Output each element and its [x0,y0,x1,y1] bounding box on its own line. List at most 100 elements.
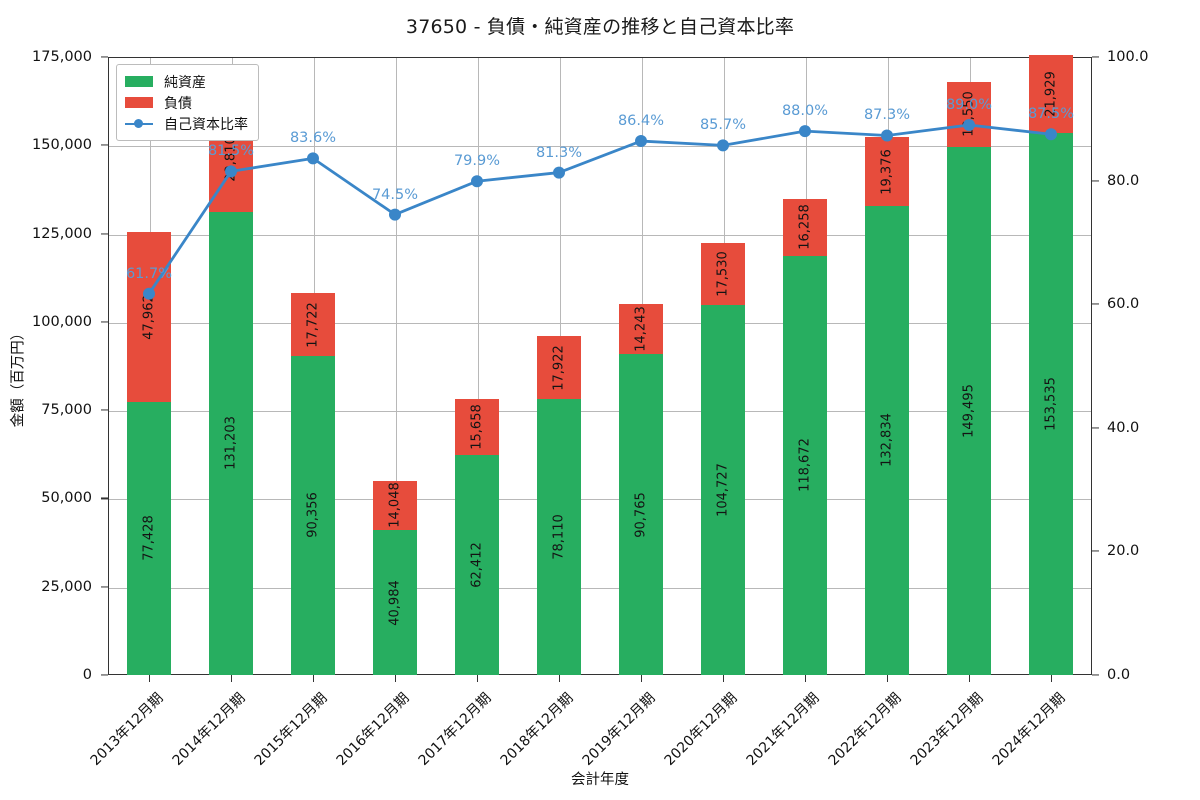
legend-item-label: 負債 [164,95,192,112]
bar-value-label: 14,243 [633,306,649,353]
legend-item[interactable]: 純資産 [125,71,248,92]
bar-segment-liabilities[interactable]: 17,722 [290,293,336,356]
bar-value-label: 21,929 [1043,71,1059,117]
x-axis-tick [1051,675,1053,682]
x-axis-tick [477,675,479,682]
y-axis-tick-left [101,56,108,58]
x-axis-tick-label: 2024年12月期 [989,690,1069,769]
gridline-horizontal [109,587,1091,589]
x-axis-tick [887,675,889,682]
x-axis-tick [395,675,397,682]
bar-segment-net-assets[interactable]: 118,672 [782,255,828,675]
x-axis-tick [149,675,151,682]
bar-segment-net-assets[interactable]: 90,765 [618,354,664,675]
bar-value-label: 90,765 [633,491,649,538]
bar-value-label: 90,356 [305,492,321,539]
bar-segment-liabilities[interactable]: 16,258 [782,198,828,256]
y-axis-tick-left [101,586,108,588]
bar-value-label: 40,984 [387,579,403,626]
bar-value-label: 118,672 [797,438,813,493]
bar-value-label: 47,962 [141,294,157,340]
bar-segment-liabilities[interactable]: 21,929 [1028,55,1074,133]
bar-segment-net-assets[interactable]: 90,356 [290,355,336,675]
bar-value-label: 149,495 [961,384,977,438]
x-axis-tick-label: 2013年12月期 [87,690,167,769]
bar-segment-net-assets[interactable]: 153,535 [1028,132,1074,675]
y-axis-tick-right [1092,56,1099,58]
bar-value-label: 104,727 [715,463,731,517]
bar-segment-net-assets[interactable]: 104,727 [700,305,746,675]
x-axis-tick-label: 2014年12月期 [169,690,249,769]
gridline-vertical [478,58,479,674]
x-axis-tick-label: 2018年12月期 [497,690,577,769]
x-axis-tick [723,675,725,682]
gridline-horizontal [109,499,1091,501]
bar-value-label: 29,810 [223,136,239,182]
legend-item[interactable]: 負債 [125,92,248,113]
y-axis-tick-left [101,144,108,146]
x-axis-tick [969,675,971,682]
legend-line-marker-icon [125,117,153,131]
bar-value-label: 17,530 [715,251,731,297]
bar-value-label: 153,535 [1043,377,1059,431]
y-axis-tick-right [1092,180,1099,182]
bar-value-label: 18,550 [961,91,977,138]
x-axis-tick [231,675,233,682]
y-axis-tick-right [1092,303,1099,305]
y-axis-tick-left [101,321,108,323]
bar-segment-net-assets[interactable]: 77,428 [126,401,172,675]
x-axis-tick-label: 2016年12月期 [333,690,413,769]
bar-value-label: 16,258 [797,204,813,250]
y-axis-tick-label-left: 25,000 [41,578,92,595]
y-axis-tick-left [101,233,108,235]
legend-item[interactable]: 自己資本比率 [125,113,248,134]
x-axis-tick-label: 2019年12月期 [579,690,659,769]
y-axis-tick-label-left: 150,000 [32,137,92,154]
gridline-horizontal [109,146,1091,148]
y-axis-tick-label-left: 50,000 [41,490,92,507]
chart-legend: 純資産負債自己資本比率 [116,64,259,141]
gridline-horizontal [109,411,1091,413]
y-axis-tick-label-left: 0 [82,667,92,683]
bar-segment-liabilities[interactable]: 17,922 [536,335,582,400]
y-axis-tick-right [1092,427,1099,429]
bar-segment-net-assets[interactable]: 132,834 [864,205,910,675]
bar-segment-net-assets[interactable]: 149,495 [946,147,992,675]
bar-value-label: 14,048 [387,482,403,529]
y-axis-tick-label-right: 0.0 [1107,667,1131,683]
bar-segment-net-assets[interactable]: 131,203 [208,211,254,675]
x-axis-tick-label: 2021年12月期 [743,690,823,769]
bar-segment-liabilities[interactable]: 14,048 [372,480,418,531]
bar-value-label: 17,722 [305,301,321,348]
x-axis-tick [559,675,561,682]
x-axis-tick [313,675,315,682]
y-axis-tick-label-right: 60.0 [1107,296,1140,313]
x-axis-tick [805,675,807,682]
bar-segment-liabilities[interactable]: 17,530 [700,243,746,306]
bar-segment-liabilities[interactable]: 18,550 [946,81,992,148]
bar-segment-net-assets[interactable]: 78,110 [536,399,582,675]
x-axis-tick-label: 2022年12月期 [825,690,905,769]
bar-segment-net-assets[interactable]: 62,412 [454,454,500,675]
x-axis-tick-label: 2017年12月期 [415,690,495,769]
gridline-vertical [396,58,397,674]
legend-item-label: 自己資本比率 [164,116,248,133]
y-axis-tick-label-right: 80.0 [1107,172,1140,189]
bar-value-label: 19,376 [879,148,895,195]
bar-segment-liabilities[interactable]: 47,962 [126,232,172,402]
bar-value-label: 77,428 [141,515,157,562]
gridline-horizontal [109,234,1091,236]
bar-segment-liabilities[interactable]: 15,658 [454,399,500,455]
y-axis-tick-label-left: 100,000 [32,313,92,330]
y-axis-tick-left [101,409,108,411]
x-axis-label: 会計年度 [571,772,629,788]
bar-value-label: 17,922 [551,344,567,391]
bar-value-label: 132,834 [879,413,895,468]
legend-swatch-icon [125,76,153,87]
bar-segment-net-assets[interactable]: 40,984 [372,530,418,675]
bar-segment-liabilities[interactable]: 14,243 [618,304,664,355]
bar-segment-liabilities[interactable]: 19,376 [864,137,910,206]
bar-value-label: 62,412 [469,542,485,588]
bar-value-label: 131,203 [223,416,239,471]
